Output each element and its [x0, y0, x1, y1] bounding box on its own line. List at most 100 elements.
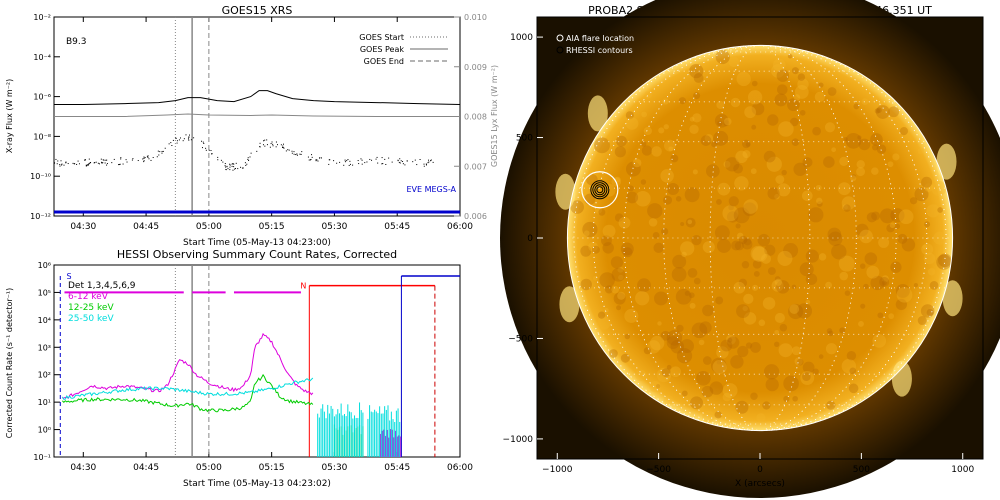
solar-texture-blob	[763, 150, 776, 163]
solar-texture-blob	[614, 213, 624, 222]
goes-xrs-short-point	[131, 159, 133, 161]
solar-texture-blob	[892, 153, 900, 161]
hessi-y-tick-label: 10⁴	[38, 316, 51, 325]
solar-texture-blob	[876, 144, 887, 154]
solar-texture-blob	[680, 221, 685, 227]
solar-texture-blob	[761, 253, 772, 264]
goes-xrs-short-point	[266, 139, 268, 141]
solar-texture-blob	[808, 207, 824, 223]
goes-xrs-short-point	[231, 163, 233, 165]
goes-xrs-short-point	[333, 160, 335, 162]
goes-xrs-short-point	[190, 139, 192, 141]
solar-texture-blob	[857, 388, 863, 395]
goes-xrs-short-point	[158, 154, 160, 156]
solar-texture-blob	[776, 84, 788, 95]
solar-texture-blob	[856, 167, 866, 177]
solar-texture-blob	[617, 266, 624, 273]
goes-xrs-short-point	[161, 150, 163, 152]
goes-xrs-short-point	[287, 149, 289, 151]
hessi-y-tick-label: 10²	[38, 371, 51, 380]
solar-texture-blob	[649, 380, 661, 393]
solar-texture-blob	[797, 73, 806, 81]
swap-y-tick-label: −1000	[503, 435, 534, 445]
solar-texture-blob	[635, 190, 651, 207]
solar-texture-blob	[861, 98, 869, 105]
goes-xrs-short-point	[381, 163, 383, 165]
goes-xrs-short-point	[142, 158, 144, 160]
solar-texture-blob	[793, 162, 807, 176]
solar-texture-blob	[640, 141, 647, 147]
goes-xrs-short-point	[125, 159, 127, 161]
solar-texture-blob	[584, 193, 596, 205]
solar-texture-blob	[723, 117, 732, 126]
goes-xrs-short-point	[262, 144, 264, 146]
goes-xrs-short-point	[283, 147, 285, 149]
solar-texture-blob	[684, 187, 700, 203]
goes-xrs-short-point	[282, 146, 284, 148]
goes-xrs-short-point	[72, 162, 74, 164]
goes-y2-tick-label: 0.009	[464, 63, 487, 72]
hessi-y-tick-label: 10⁵	[38, 288, 51, 297]
goes-xrs-short-point	[59, 164, 61, 166]
solar-texture-blob	[841, 196, 856, 210]
solar-texture-blob	[691, 235, 702, 246]
hessi-x-tick-label: 05:30	[321, 463, 347, 473]
goes-xrs-short-point	[101, 161, 103, 163]
solar-texture-blob	[689, 124, 699, 134]
solar-texture-blob	[710, 357, 727, 374]
goes-xrs-short-point	[349, 163, 351, 165]
solar-texture-blob	[640, 179, 647, 185]
solar-limb-brightening	[555, 173, 576, 210]
solar-texture-blob	[827, 227, 842, 242]
solar-texture-blob	[731, 240, 742, 251]
goes-xrs-short-point	[226, 165, 228, 167]
hessi-y-tick-label: 10⁻¹	[33, 453, 51, 462]
goes-xrs-short-point	[242, 167, 244, 169]
solar-texture-blob	[625, 117, 639, 130]
solar-limb-brightening	[942, 280, 963, 317]
goes-xrs-short-point	[246, 163, 248, 165]
solar-texture-blob	[774, 341, 780, 347]
solar-texture-blob	[888, 313, 895, 320]
solar-texture-blob	[921, 176, 933, 188]
goes-xrs-short-point	[111, 162, 113, 164]
hessi-x-tick-label: 04:45	[133, 463, 159, 473]
goes-xrs-short-point	[347, 159, 349, 161]
solar-texture-blob	[799, 109, 806, 116]
goes-xrs-short-point	[419, 158, 421, 160]
goes-xrs-short-point	[87, 164, 89, 166]
solar-texture-blob	[864, 252, 878, 265]
goes-xrs-short-point	[291, 152, 293, 154]
swap-x-tick-label: 1000	[951, 465, 974, 475]
goes-xrs-short-point	[187, 138, 189, 140]
goes-xrs-short-point	[385, 163, 387, 165]
goes-xrs-short-point	[106, 163, 108, 165]
solar-texture-blob	[652, 231, 660, 239]
swap-image-panel: PROBA2 SWAP CMOS 1Kx1K 174 5-May-2013 04…	[500, 0, 1000, 498]
goes-y2-tick-label: 0.006	[464, 212, 487, 221]
goes-xrs-short-point	[88, 163, 90, 165]
solar-texture-blob	[839, 271, 849, 281]
solar-texture-blob	[696, 371, 711, 386]
solar-texture-blob	[812, 126, 821, 136]
solar-texture-blob	[663, 124, 669, 130]
goes-xrs-short-point	[375, 158, 377, 160]
solar-texture-blob	[738, 278, 748, 288]
solar-texture-blob	[602, 242, 614, 254]
goes-xrs-short-point	[361, 159, 363, 161]
goes-xrs-short-point	[105, 159, 107, 161]
solar-texture-blob	[745, 142, 751, 147]
solar-texture-blob	[845, 132, 862, 149]
solar-texture-blob	[604, 285, 614, 294]
goes-xrs-short-point	[250, 152, 252, 154]
goes-xrs-short-point	[193, 137, 195, 139]
goes-xrs-short-point	[176, 142, 178, 144]
solar-texture-blob	[801, 190, 813, 202]
goes-xrs-short-point	[406, 160, 408, 162]
solar-texture-blob	[744, 106, 757, 119]
solar-texture-blob	[670, 154, 679, 163]
swap-x-tick-label: 0	[757, 465, 763, 475]
goes-xrs-panel: GOES15 XRS 04:30 04:45 05:00 05:15 05:30 05:4…	[5, 4, 499, 248]
solar-texture-blob	[666, 336, 680, 349]
solar-texture-blob	[688, 292, 695, 299]
